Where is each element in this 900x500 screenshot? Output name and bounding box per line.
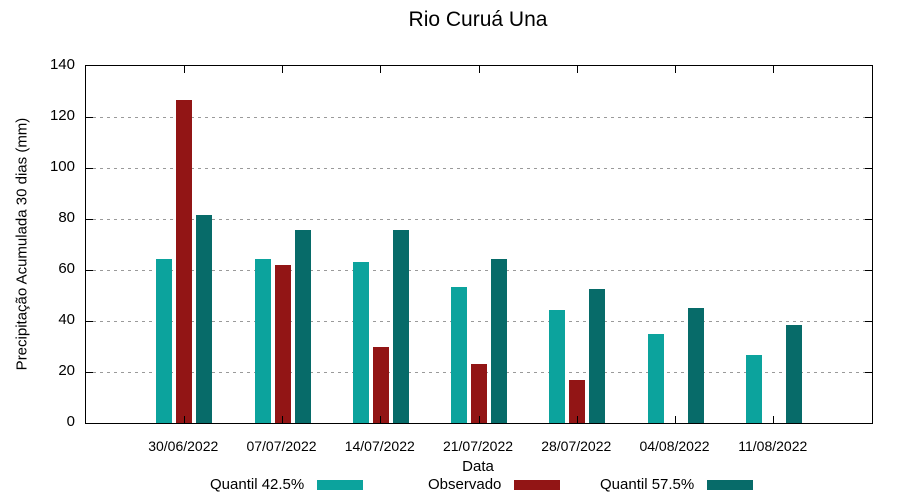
- bar-observado-14-07-2022: [372, 346, 389, 423]
- y-axis-label: Precipitação Acumulada 30 dias (mm): [13, 117, 31, 371]
- bar-quantil-57-5--04-08-2022: [687, 308, 704, 423]
- x-tick-mark-bottom: [675, 416, 676, 423]
- x-tick-label: 07/07/2022: [246, 438, 317, 454]
- gridline-y-80: [86, 218, 872, 220]
- x-tick-mark-bottom: [183, 416, 185, 423]
- bar-quantil-42-5--14-07-2022: [352, 262, 369, 423]
- x-tick-mark-top: [478, 66, 480, 73]
- gridline-y-100: [86, 167, 872, 169]
- x-tick-mark-top: [282, 66, 283, 73]
- legend-item-quantil-575: Quantil 57.5%: [600, 476, 754, 493]
- y-tick-label: 60: [58, 260, 75, 277]
- y-tick-mark-right: [865, 218, 872, 220]
- y-tick-label: 20: [58, 362, 75, 379]
- y-tick-label: 120: [49, 107, 75, 124]
- bar-observado-28-07-2022: [569, 379, 586, 423]
- x-tick-mark-top: [773, 66, 775, 73]
- y-tick-mark-right: [865, 371, 872, 373]
- bar-quantil-57-5--07-07-2022: [294, 230, 311, 423]
- bar-quantil-57-5--28-07-2022: [589, 289, 606, 423]
- x-tick-label: 21/07/2022: [442, 438, 514, 454]
- bar-quantil-42-5--11-08-2022: [745, 355, 762, 423]
- legend-label-quantil-575: Quantil 57.5%: [600, 476, 695, 493]
- legend-item-quantil-425: Quantil 42.5%: [210, 476, 364, 493]
- legend-swatch-quantil-425: [317, 479, 364, 490]
- bar-observado-07-07-2022: [274, 264, 291, 423]
- y-tick-mark-right: [865, 116, 872, 118]
- legend-swatch-quantil-575: [707, 479, 754, 490]
- bar-quantil-57-5--21-07-2022: [491, 258, 507, 423]
- y-tick-mark-right: [865, 320, 872, 322]
- y-tick-mark-left: [86, 218, 93, 220]
- x-tick-mark-bottom: [282, 416, 283, 423]
- plot-area: [85, 65, 873, 424]
- bar-observado-21-07-2022: [471, 364, 487, 423]
- x-tick-mark-top: [675, 66, 676, 73]
- legend-item-observado: Observado: [428, 476, 561, 493]
- x-tick-mark-top: [183, 66, 185, 73]
- bar-quantil-42-5--28-07-2022: [549, 309, 566, 423]
- y-tick-label: 80: [58, 209, 75, 226]
- y-tick-label: 40: [58, 311, 75, 328]
- bar-quantil-57-5--30-06-2022: [196, 215, 213, 423]
- legend-swatch-observado: [514, 479, 561, 490]
- bar-quantil-42-5--04-08-2022: [647, 333, 664, 423]
- y-tick-mark-right: [865, 167, 872, 169]
- bar-observado-30-06-2022: [176, 100, 193, 423]
- gridline-y-120: [86, 116, 872, 118]
- gridline-y-40: [86, 320, 872, 322]
- y-tick-mark-left: [86, 320, 93, 322]
- x-tick-mark-bottom: [478, 416, 480, 423]
- bar-quantil-57-5--14-07-2022: [392, 230, 409, 423]
- legend-label-observado: Observado: [428, 476, 502, 493]
- y-tick-mark-left: [86, 371, 93, 373]
- x-tick-mark-bottom: [576, 416, 578, 423]
- x-tick-mark-top: [380, 66, 382, 73]
- x-tick-mark-top: [576, 66, 578, 73]
- x-tick-mark-bottom: [380, 416, 382, 423]
- chart-title: Rio Curuá Una: [408, 8, 548, 31]
- bar-quantil-42-5--21-07-2022: [451, 286, 467, 423]
- x-axis-label: Data: [462, 458, 494, 475]
- y-tick-label: 100: [49, 158, 75, 175]
- x-tick-label: 11/08/2022: [738, 438, 808, 454]
- x-tick-label: 30/06/2022: [148, 438, 219, 454]
- y-tick-mark-left: [86, 269, 93, 271]
- bar-quantil-57-5--11-08-2022: [785, 324, 802, 423]
- x-tick-label: 04/08/2022: [639, 438, 710, 454]
- y-tick-label: 140: [49, 56, 75, 73]
- gridline-y-60: [86, 269, 872, 271]
- x-tick-label: 14/07/2022: [344, 438, 415, 454]
- bar-quantil-42-5--07-07-2022: [254, 258, 271, 423]
- bar-quantil-42-5--30-06-2022: [156, 258, 173, 423]
- legend-label-quantil-425: Quantil 42.5%: [210, 476, 305, 493]
- y-tick-mark-left: [86, 116, 93, 118]
- x-tick-label: 28/07/2022: [541, 438, 612, 454]
- y-tick-mark-left: [86, 167, 93, 169]
- y-tick-mark-right: [865, 269, 872, 271]
- y-tick-label: 0: [66, 413, 75, 430]
- x-tick-mark-bottom: [773, 416, 775, 423]
